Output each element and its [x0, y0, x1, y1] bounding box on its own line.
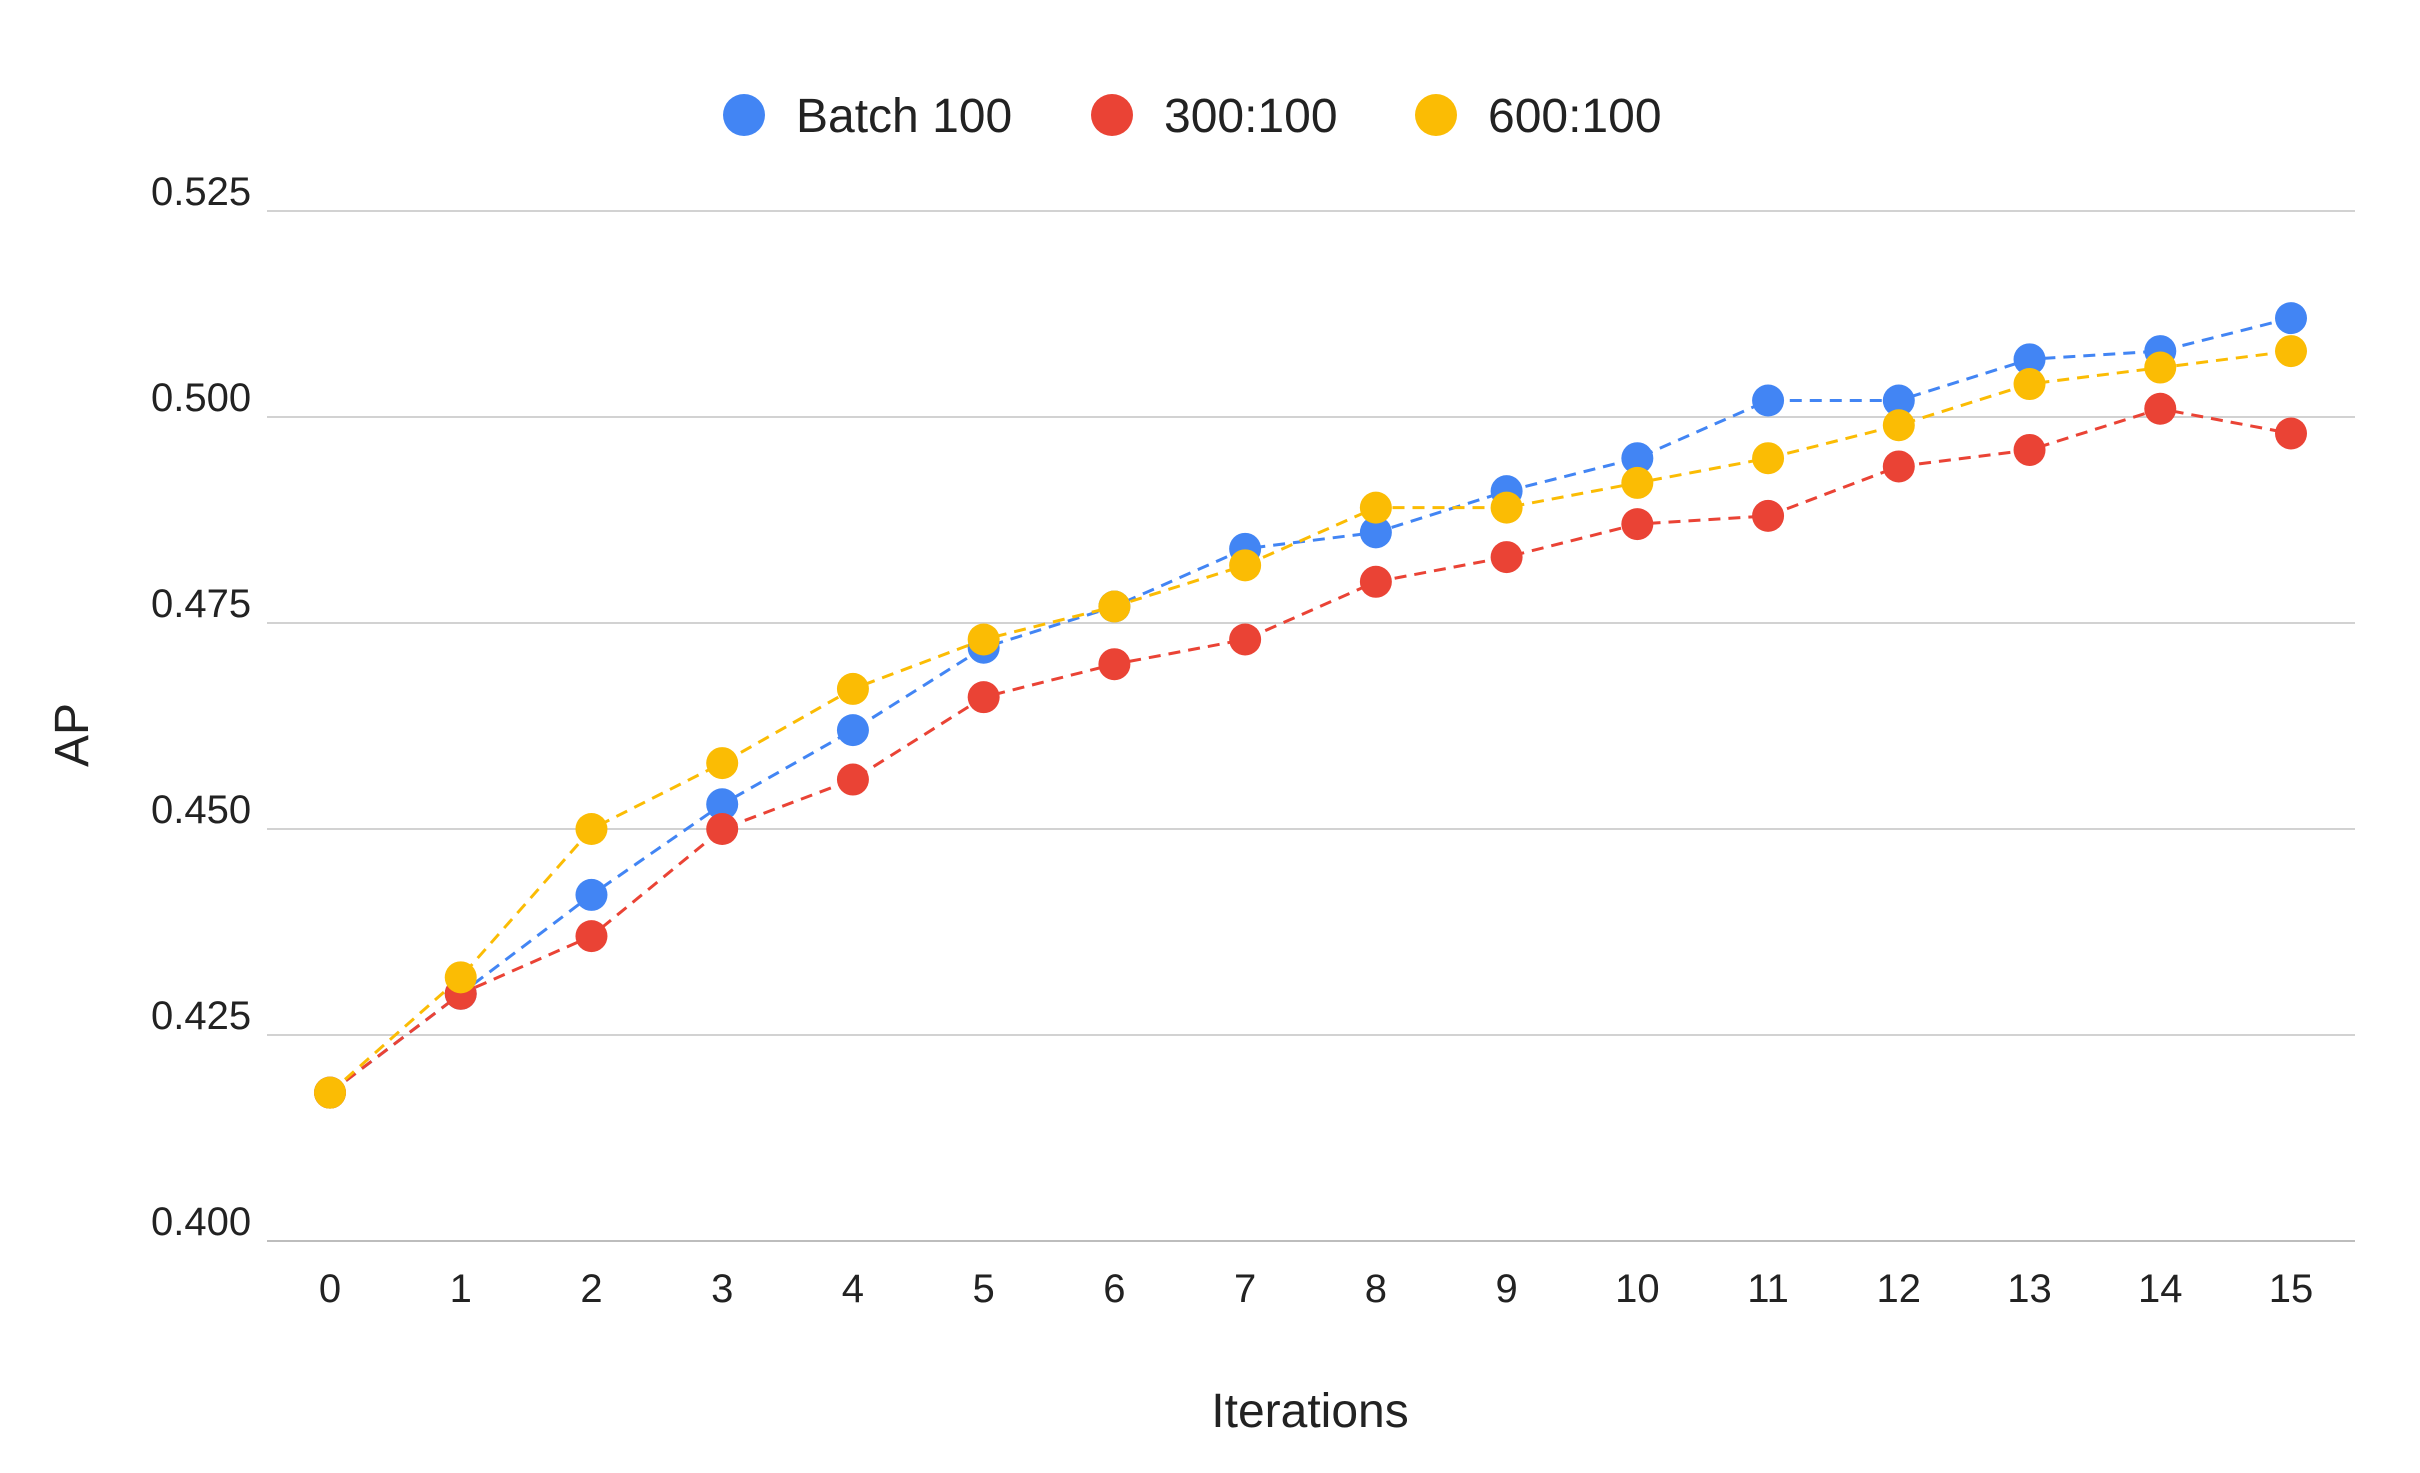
data-point	[1229, 623, 1262, 656]
data-point	[1882, 450, 1915, 483]
x-tick-label: 3	[711, 1267, 733, 1311]
legend-marker	[723, 94, 765, 136]
x-axis-ticks: 0 1 2 3 4 5 6 7 8 9 10 11 12 13 14 15	[319, 1267, 2313, 1311]
data-point	[1098, 590, 1131, 623]
y-axis-ticks: 0.400 0.425 0.450 0.475 0.500 0.525	[151, 170, 251, 1244]
data-point	[2144, 392, 2177, 425]
data-point	[1490, 541, 1523, 574]
data-point	[1882, 409, 1915, 442]
legend-item: 300:100	[1091, 90, 1338, 143]
legend-item: 600:100	[1415, 90, 1662, 143]
data-point	[1621, 442, 1654, 475]
y-tick-label: 0.400	[151, 1200, 251, 1244]
legend-label: 600:100	[1488, 90, 1662, 143]
x-tick-label: 15	[2269, 1267, 2314, 1311]
data-point	[1882, 384, 1915, 417]
data-point	[706, 747, 739, 780]
legend-label: Batch 100	[796, 90, 1012, 143]
data-point	[1359, 491, 1392, 524]
x-tick-label: 5	[973, 1267, 995, 1311]
data-point	[2275, 335, 2307, 368]
data-point	[575, 920, 608, 953]
x-tick-label: 13	[2007, 1267, 2052, 1311]
data-point	[2013, 433, 2046, 466]
series-line	[329, 316, 2292, 1094]
series-batch-100	[314, 302, 2307, 1109]
x-tick-label: 0	[319, 1267, 341, 1311]
data-point	[836, 763, 869, 796]
x-tick-label: 10	[1615, 1267, 1660, 1311]
data-point	[706, 813, 739, 845]
x-tick-label: 12	[1877, 1267, 1922, 1311]
series-300-100	[314, 392, 2307, 1109]
data-point	[1359, 565, 1392, 598]
data-point	[1752, 384, 1785, 417]
legend-marker	[1091, 94, 1133, 136]
data-point	[2275, 417, 2307, 450]
y-tick-label: 0.525	[151, 170, 251, 214]
data-point	[1621, 508, 1654, 541]
data-point	[967, 623, 1000, 656]
y-tick-label: 0.425	[151, 994, 251, 1038]
data-point	[706, 788, 739, 821]
x-tick-label: 9	[1495, 1267, 1517, 1311]
gridlines	[267, 210, 2355, 1242]
y-tick-label: 0.475	[151, 582, 251, 626]
data-point	[1621, 466, 1654, 499]
data-point	[2275, 302, 2307, 335]
y-axis-title: AP	[46, 703, 99, 767]
x-tick-label: 1	[450, 1267, 472, 1311]
data-point	[575, 813, 608, 845]
y-tick-label: 0.450	[151, 788, 251, 832]
data-point	[1752, 499, 1785, 532]
x-tick-label: 4	[842, 1267, 864, 1311]
data-point	[2013, 368, 2046, 401]
data-point	[314, 1076, 346, 1109]
data-point	[2144, 351, 2177, 384]
data-point	[1229, 549, 1262, 582]
legend-marker	[1415, 94, 1457, 136]
data-point	[444, 961, 477, 994]
x-tick-label: 8	[1365, 1267, 1387, 1311]
data-point	[1098, 648, 1131, 681]
data-point	[1490, 491, 1523, 524]
x-tick-label: 7	[1234, 1267, 1256, 1311]
data-point	[575, 878, 608, 911]
series-line	[329, 407, 2292, 1094]
y-tick-label: 0.500	[151, 376, 251, 420]
series-line	[329, 349, 2292, 1094]
legend-item: Batch 100	[723, 90, 1012, 143]
x-tick-label: 6	[1103, 1267, 1125, 1311]
legend-label: 300:100	[1164, 90, 1338, 143]
legend: Batch 100 300:100 600:100	[723, 90, 1662, 143]
x-tick-label: 11	[1747, 1267, 1789, 1311]
series-group	[314, 302, 2307, 1109]
data-point	[967, 681, 1000, 714]
x-tick-label: 14	[2138, 1267, 2183, 1311]
data-point	[2013, 343, 2046, 376]
data-point	[1752, 442, 1785, 475]
x-tick-label: 2	[580, 1267, 602, 1311]
data-point	[1359, 516, 1392, 549]
series-600-100	[314, 335, 2307, 1109]
data-point	[836, 672, 869, 705]
data-point	[836, 714, 869, 747]
x-axis-title: Iterations	[1211, 1385, 1408, 1438]
